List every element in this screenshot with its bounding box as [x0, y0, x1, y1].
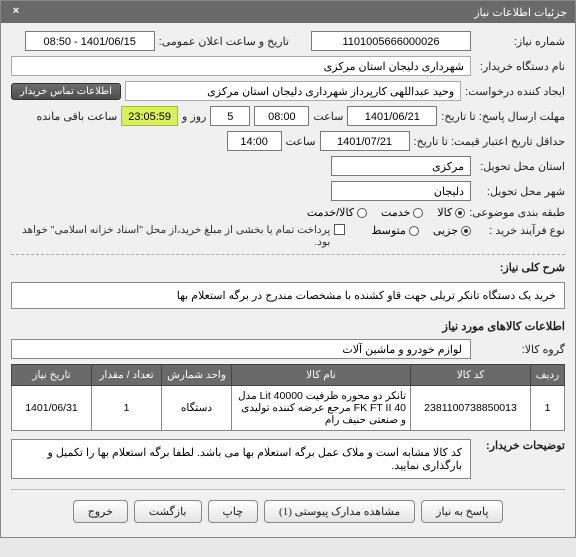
- radio-service[interactable]: خدمت: [381, 206, 423, 219]
- items-section-title: اطلاعات کالاهای مورد نیاز: [11, 319, 565, 333]
- treasury-note: پرداخت تمام یا بخشی از مبلغ خرید،از محل …: [11, 224, 330, 248]
- radio-medium-label: متوسط: [371, 224, 406, 237]
- announce-value: 1401/06/15 - 08:50: [25, 31, 155, 51]
- reply-button[interactable]: پاسخ به نیاز: [421, 500, 503, 523]
- deadline-date: 1401/06/21: [347, 106, 437, 126]
- process-label: نوع فرآیند خرید :: [475, 224, 565, 237]
- footer-buttons: پاسخ به نیاز مشاهده مدارک پیوستی (1) چاپ…: [11, 489, 565, 529]
- org-label: نام دستگاه خریدار:: [475, 60, 565, 73]
- table-row[interactable]: 1 2381100738850013 تانکر دو محوره ظرفیت …: [12, 386, 565, 431]
- print-button[interactable]: چاپ: [208, 500, 259, 523]
- cell-code: 2381100738850013: [411, 386, 531, 431]
- announce-label: تاریخ و ساعت اعلان عمومی:: [159, 35, 289, 48]
- th-code: کد کالا: [411, 365, 531, 386]
- remarks-text: کد کالا مشابه است و ملاک عمل برگه استعلا…: [47, 447, 462, 472]
- city-label: شهر محل تحویل:: [475, 185, 565, 198]
- radio-dot-icon: [455, 208, 465, 218]
- time-label-2: ساعت: [286, 135, 316, 148]
- th-index: ردیف: [531, 365, 565, 386]
- desc-label: شرح کلی نیاز:: [475, 261, 565, 274]
- titlebar: جزئیات اطلاعات نیاز ×: [1, 1, 575, 23]
- radio-service-label: خدمت: [381, 206, 410, 219]
- days-suffix: روز و: [182, 110, 206, 123]
- process-radio-group: جزیی متوسط: [371, 224, 471, 237]
- radio-minor-label: جزیی: [433, 224, 458, 237]
- items-table: ردیف کد کالا نام کالا واحد شمارش تعداد /…: [11, 364, 565, 431]
- radio-dot-icon: [357, 208, 367, 218]
- close-icon[interactable]: ×: [9, 5, 23, 19]
- th-qty: تعداد / مقدار: [92, 365, 162, 386]
- description-text: خرید یک دستگاه تانکر تریلی جهت قاو کشنده…: [177, 290, 556, 302]
- creator-label: ایجاد کننده درخواست:: [465, 85, 565, 98]
- org-value: شهرداری دلیجان استان مرکزی: [11, 56, 471, 76]
- attachments-button[interactable]: مشاهده مدارک پیوستی (1): [264, 500, 415, 523]
- category-radio-group: کالا خدمت کالا/خدمت: [307, 206, 465, 219]
- th-unit: واحد شمارش: [162, 365, 232, 386]
- group-label: گروه کالا:: [475, 343, 565, 356]
- table-header-row: ردیف کد کالا نام کالا واحد شمارش تعداد /…: [12, 365, 565, 386]
- countdown-timer: 23:05:59: [121, 106, 178, 126]
- need-no-label: شماره نیاز:: [475, 35, 565, 48]
- radio-minor[interactable]: جزیی: [433, 224, 471, 237]
- th-date: تاریخ نیاز: [12, 365, 92, 386]
- cell-index: 1: [531, 386, 565, 431]
- need-no-value: 1101005666000026: [311, 31, 471, 51]
- cell-name: تانکر دو محوره ظرفیت Lit 40000 مدل FK FT…: [232, 386, 411, 431]
- radio-both[interactable]: کالا/خدمت: [307, 206, 367, 219]
- remarks-box: کد کالا مشابه است و ملاک عمل برگه استعلا…: [11, 439, 471, 479]
- group-value: لوازم خودرو و ماشین آلات: [11, 339, 471, 359]
- deadline-label: مهلت ارسال پاسخ: تا تاریخ:: [441, 110, 565, 123]
- treasury-checkbox[interactable]: [334, 224, 345, 235]
- dialog-window: جزئیات اطلاعات نیاز × شماره نیاز: 110100…: [0, 0, 576, 538]
- radio-goods[interactable]: کالا: [437, 206, 465, 219]
- cell-unit: دستگاه: [162, 386, 232, 431]
- cell-date: 1401/06/31: [12, 386, 92, 431]
- category-label: طبقه بندی موضوعی:: [469, 206, 565, 219]
- description-box: خرید یک دستگاه تانکر تریلی جهت قاو کشنده…: [11, 282, 565, 309]
- price-valid-time: 14:00: [227, 131, 282, 151]
- back-button[interactable]: بازگشت: [134, 500, 202, 523]
- radio-dot-icon: [413, 208, 423, 218]
- deadline-time: 08:00: [254, 106, 309, 126]
- radio-dot-icon: [409, 226, 419, 236]
- exit-button[interactable]: خروج: [73, 500, 128, 523]
- creator-value: وحید عبداللهی کارپرداز شهرداری دلیجان اس…: [125, 81, 461, 101]
- radio-goods-label: کالا: [437, 206, 452, 219]
- countdown-suffix: ساعت باقی مانده: [36, 110, 117, 123]
- price-valid-label: حداقل تاریخ اعتبار قیمت: تا تاریخ:: [414, 135, 565, 148]
- content-area: شماره نیاز: 1101005666000026 تاریخ و ساع…: [1, 23, 575, 537]
- cell-qty: 1: [92, 386, 162, 431]
- days-count: 5: [210, 106, 250, 126]
- remarks-label: توضیحات خریدار:: [475, 439, 565, 452]
- contact-button[interactable]: اطلاعات تماس خریدار: [11, 83, 121, 100]
- city-value: دلیجان: [331, 181, 471, 201]
- province-label: استان محل تحویل:: [475, 160, 565, 173]
- province-value: مرکزی: [331, 156, 471, 176]
- radio-both-label: کالا/خدمت: [307, 206, 354, 219]
- radio-dot-icon: [461, 226, 471, 236]
- price-valid-date: 1401/07/21: [320, 131, 410, 151]
- window-title: جزئیات اطلاعات نیاز: [474, 6, 567, 19]
- time-label-1: ساعت: [313, 110, 343, 123]
- th-name: نام کالا: [232, 365, 411, 386]
- radio-medium[interactable]: متوسط: [371, 224, 419, 237]
